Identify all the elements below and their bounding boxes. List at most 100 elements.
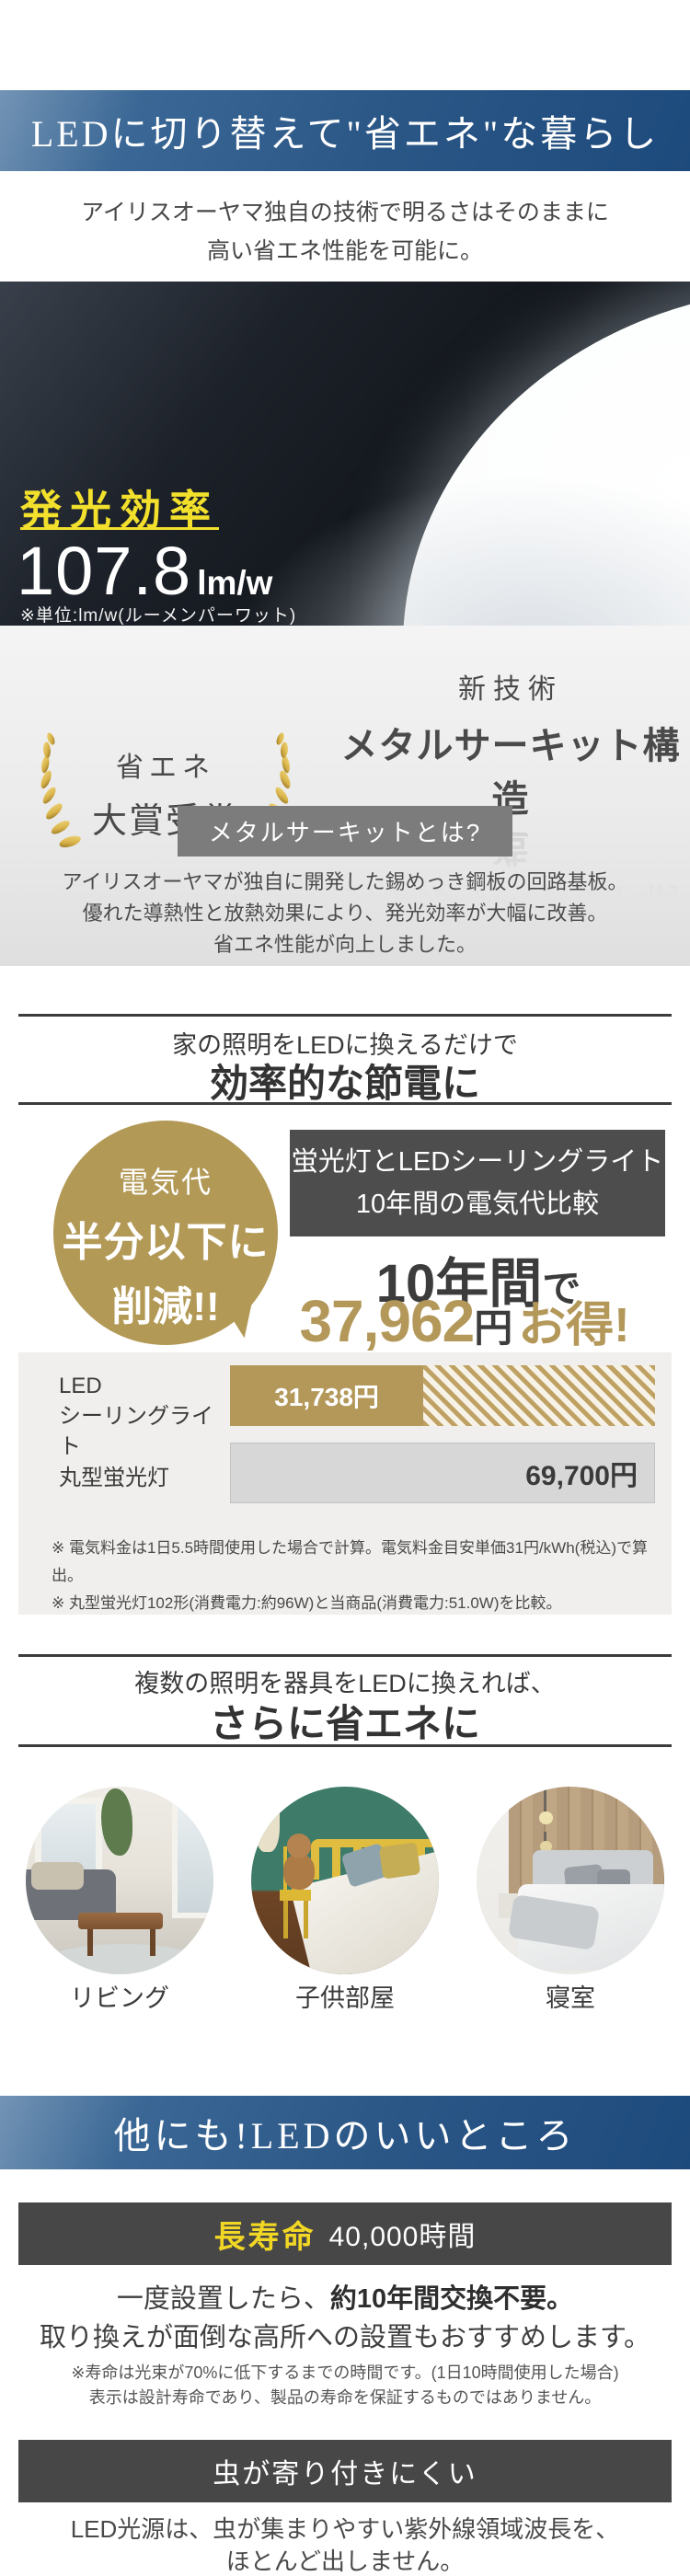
fluorescent-cost-value: 69,700円 bbox=[525, 1461, 638, 1491]
result-period: 10年間 bbox=[375, 1254, 543, 1314]
led-bar-label-line1: LED bbox=[59, 1374, 102, 1398]
table-leg-shape bbox=[149, 1929, 155, 1956]
efficiency-label: 発光効率 bbox=[20, 487, 220, 534]
divider-top-saving bbox=[18, 1014, 672, 1017]
rooms-heading-small: 複数の照明を器具をLEDに換えれば、 bbox=[134, 1670, 556, 1697]
bedroom-photo bbox=[477, 1787, 664, 1974]
energy-award-line1: 省エネ bbox=[115, 752, 215, 783]
divider-top-rooms bbox=[18, 1654, 672, 1657]
result-period-suffix: で bbox=[542, 1267, 581, 1310]
long-life-description: 一度設置したら、約10年間交換不要。 取り換えが面倒な高所への設置もおすすめしま… bbox=[0, 2280, 690, 2357]
comparison-badge: 蛍光灯とLEDシーリングライト 10年間の電気代比較 bbox=[290, 1130, 665, 1236]
bubble-line2: 半分以下に bbox=[62, 1220, 270, 1265]
led-bar-hatch bbox=[423, 1365, 655, 1426]
metal-circuit-badge-wrap: メタルサーキットとは? bbox=[0, 806, 690, 857]
banner2-title: 他にも!LEDのいいところ bbox=[113, 2115, 577, 2156]
new-technology-label: 新技術 bbox=[458, 674, 563, 705]
section-banner-led-benefits: 他にも!LEDのいいところ bbox=[0, 2096, 690, 2169]
result-amount-suffix: お得! bbox=[518, 1299, 630, 1352]
saving-heading-small: 家の照明をLEDに換えるだけで bbox=[172, 1031, 518, 1059]
efficiency-underline bbox=[20, 527, 219, 530]
long-life-badge: 長寿命 40,000時間 bbox=[18, 2202, 672, 2265]
chair-leg-shape bbox=[282, 1901, 288, 1939]
efficiency-value: 107.8 bbox=[17, 533, 192, 609]
rooms-heading-large: さらに省エネに bbox=[209, 1702, 480, 1745]
result-amount-row: 37,962円 お得! bbox=[239, 1286, 690, 1355]
table-leg-shape bbox=[87, 1929, 94, 1956]
insect-badge-text: 虫が寄り付きにくい bbox=[213, 2459, 477, 2490]
result-amount: 37,962 bbox=[299, 1288, 475, 1354]
long-life-footnotes: ※寿命は光束が70%に低下するまでの時間です。(1日10時間使用した場合) 表示… bbox=[0, 2361, 690, 2410]
led-cost-bar: 31,738円 bbox=[230, 1365, 655, 1426]
led-bar-solid: 31,738円 bbox=[230, 1365, 424, 1426]
saving-heading-large: 効率的な節電に bbox=[209, 1062, 480, 1105]
led-bar-label-line2: シーリングライト bbox=[59, 1404, 213, 1459]
light-glow bbox=[212, 460, 690, 626]
rug-shape bbox=[37, 1944, 210, 1974]
intro-line1: アイリスオーヤマ独自の技術で明るさはそのままに bbox=[81, 200, 609, 225]
plant-shape bbox=[100, 1788, 133, 1857]
living-room-photo bbox=[26, 1787, 213, 1974]
fluorescent-cost-bar: 69,700円 bbox=[230, 1443, 655, 1503]
long-life-line2: 取り換えが面倒な高所への設置もおすすめします。 bbox=[39, 2323, 651, 2352]
chart-footnote-1: ※ 電気料金は1日5.5時間使用した場合で計算。電気料金目安単価31円/kWh(… bbox=[52, 1539, 649, 1584]
long-life-line1-normal: 一度設置したら、 bbox=[116, 2284, 330, 2314]
insect-resistant-badge: 虫が寄り付きにくい bbox=[18, 2440, 672, 2502]
insect-line1: LED光源は、虫が集まりやすい紫外線領域波長を、 bbox=[70, 2515, 620, 2543]
hero-photo-section: 発光効率 107.8 lm/w ※単位:lm/w(ルーメンパーワット) bbox=[0, 282, 690, 626]
cushion-shape bbox=[31, 1861, 85, 1891]
teddy-bear-shape bbox=[286, 1834, 312, 1858]
room-label-living: リビング bbox=[70, 1984, 169, 2012]
new-technology-award: 新技術 メタルサーキット構造 メタルサーキット構造 bbox=[331, 655, 690, 931]
metal-circuit-badge: メタルサーキットとは? bbox=[177, 806, 513, 857]
insect-description: LED光源は、虫が集まりやすい紫外線領域波長を、 ほとんど出しません。 bbox=[0, 2513, 690, 2576]
kids-room-photo bbox=[251, 1787, 439, 1974]
efficiency-note: ※単位:lm/w(ルーメンパーワット) bbox=[20, 606, 297, 626]
long-life-hours: 40,000時間 bbox=[328, 2222, 477, 2252]
room-label-kids: 子供部屋 bbox=[295, 1984, 395, 2012]
chart-footnotes: ※ 電気料金は1日5.5時間使用した場合で計算。電気料金目安単価31円/kWh(… bbox=[52, 1535, 672, 1617]
metal-circuit-line2: 優れた導熱性と放熱効果により、発光効率が大幅に改善。 bbox=[82, 902, 608, 925]
laurel-left-icon bbox=[40, 732, 81, 848]
led-bar-label: LED シーリングライト bbox=[59, 1371, 234, 1462]
intro-text: アイリスオーヤマ独自の技術で明るさはそのままに 高い省エネ性能を可能に。 bbox=[0, 193, 690, 270]
room-label-bedroom: 寝室 bbox=[546, 1984, 595, 2012]
long-life-highlight: 長寿命 bbox=[213, 2219, 316, 2255]
metal-circuit-line1: アイリスオーヤマが独自に開発した錫めっき鋼板の回路基板。 bbox=[62, 870, 628, 893]
result-amount-unit: 円 bbox=[474, 1306, 513, 1350]
comparison-badge-line2: 10年間の電気代比較 bbox=[355, 1190, 600, 1219]
half-cost-bubble: 電気代 半分以下に 削減!! bbox=[53, 1121, 278, 1345]
bubble-line3: 削減!! bbox=[111, 1284, 220, 1329]
section-banner-led-lifestyle: LEDに切り替えて"省エネ"な暮らし bbox=[0, 90, 690, 171]
lamp-bulb-shape bbox=[540, 1841, 552, 1853]
comparison-badge-line1: 蛍光灯とLEDシーリングライト bbox=[291, 1147, 664, 1177]
teddy-bear-shape bbox=[282, 1854, 316, 1891]
lamp-cord-shape bbox=[544, 1831, 547, 1844]
divider-bottom-rooms bbox=[18, 1744, 672, 1747]
chair-leg-shape bbox=[304, 1901, 309, 1939]
insect-line2: ほとんど出しません。 bbox=[225, 2547, 465, 2575]
cost-comparison-chart: LED シーリングライト 31,738円 丸型蛍光灯 69,700円 ※ 電気料… bbox=[18, 1352, 672, 1615]
lamp-cord-shape bbox=[544, 1787, 547, 1813]
window-shape bbox=[172, 1801, 213, 1918]
led-cost-value: 31,738円 bbox=[274, 1383, 379, 1411]
long-life-footnote-1: ※寿命は光束が70%に低下するまでの時間です。(1日10時間使用した場合) bbox=[71, 2363, 619, 2382]
efficiency-unit: lm/w bbox=[197, 564, 273, 602]
divider-bottom-saving bbox=[18, 1102, 672, 1105]
metal-circuit-line3: 省エネ性能が向上しました。 bbox=[213, 933, 477, 956]
metal-circuit-description: アイリスオーヤマが独自に開発した錫めっき鋼板の回路基板。 優れた導熱性と放熱効果… bbox=[0, 867, 690, 960]
banner1-title: LEDに切り替えて"省エネ"な暮らし bbox=[30, 113, 660, 155]
chart-footnote-2: ※ 丸型蛍光灯102形(消費電力:約96W)と当商品(消費電力:51.0W)を比… bbox=[52, 1594, 562, 1612]
long-life-line1: 一度設置したら、約10年間交換不要。 bbox=[0, 2280, 690, 2318]
awards-section: 省エネ 大賞受賞 新技術 bbox=[0, 626, 690, 966]
pillow-shape bbox=[378, 1842, 420, 1880]
intro-line2: 高い省エネ性能を可能に。 bbox=[206, 238, 483, 264]
table-shape bbox=[78, 1912, 163, 1930]
result-period-row: 10年間で bbox=[276, 1240, 681, 1317]
curtain-shape bbox=[255, 1792, 280, 1853]
long-life-footnote-2: 表示は設計寿命であり、製品の寿命を保証するものではありません。 bbox=[88, 2388, 602, 2407]
metal-circuit-title: メタルサーキット構造 bbox=[340, 725, 681, 820]
efficiency-value-row: 107.8 lm/w bbox=[17, 532, 272, 610]
lamp-bulb-shape bbox=[539, 1811, 553, 1824]
